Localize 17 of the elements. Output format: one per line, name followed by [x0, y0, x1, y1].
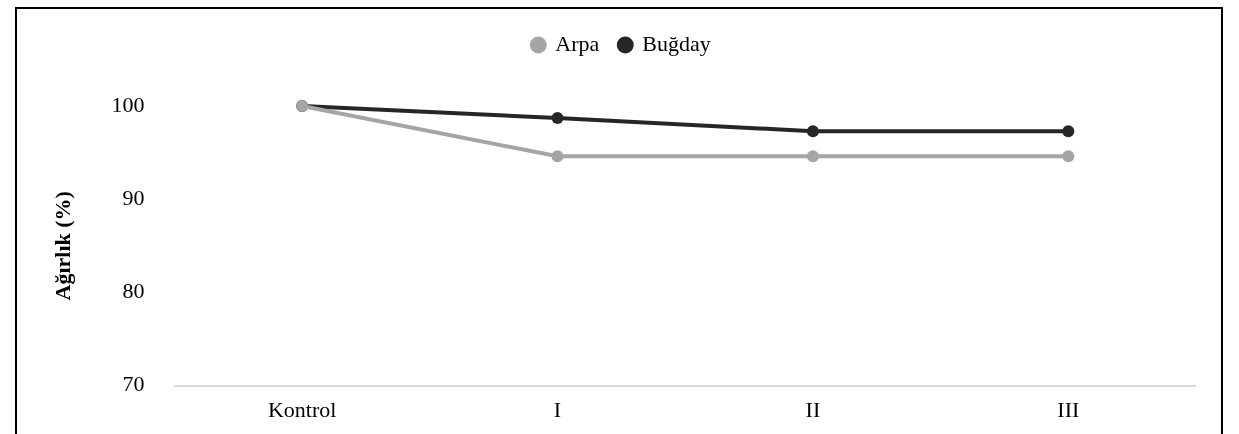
x-tick-label: Kontrol: [267, 396, 337, 422]
legend-label: Arpa: [555, 30, 600, 56]
legend-label: Buğday: [642, 30, 711, 56]
point: [1062, 125, 1075, 138]
y-tick-label: 90: [122, 184, 145, 210]
y-tick-label: 70: [122, 371, 145, 397]
point: [551, 150, 564, 163]
point: [806, 125, 819, 138]
x-tick-label: II: [805, 396, 821, 422]
y-tick-label: 100: [111, 91, 145, 117]
y-axis-title: Ağırlık (%): [49, 191, 75, 301]
x-tick-label: III: [1057, 396, 1080, 422]
x-tick-label: I: [553, 396, 562, 422]
point: [1062, 150, 1075, 163]
y-tick-label: 80: [122, 278, 145, 304]
point: [806, 150, 819, 163]
point: [551, 112, 564, 125]
